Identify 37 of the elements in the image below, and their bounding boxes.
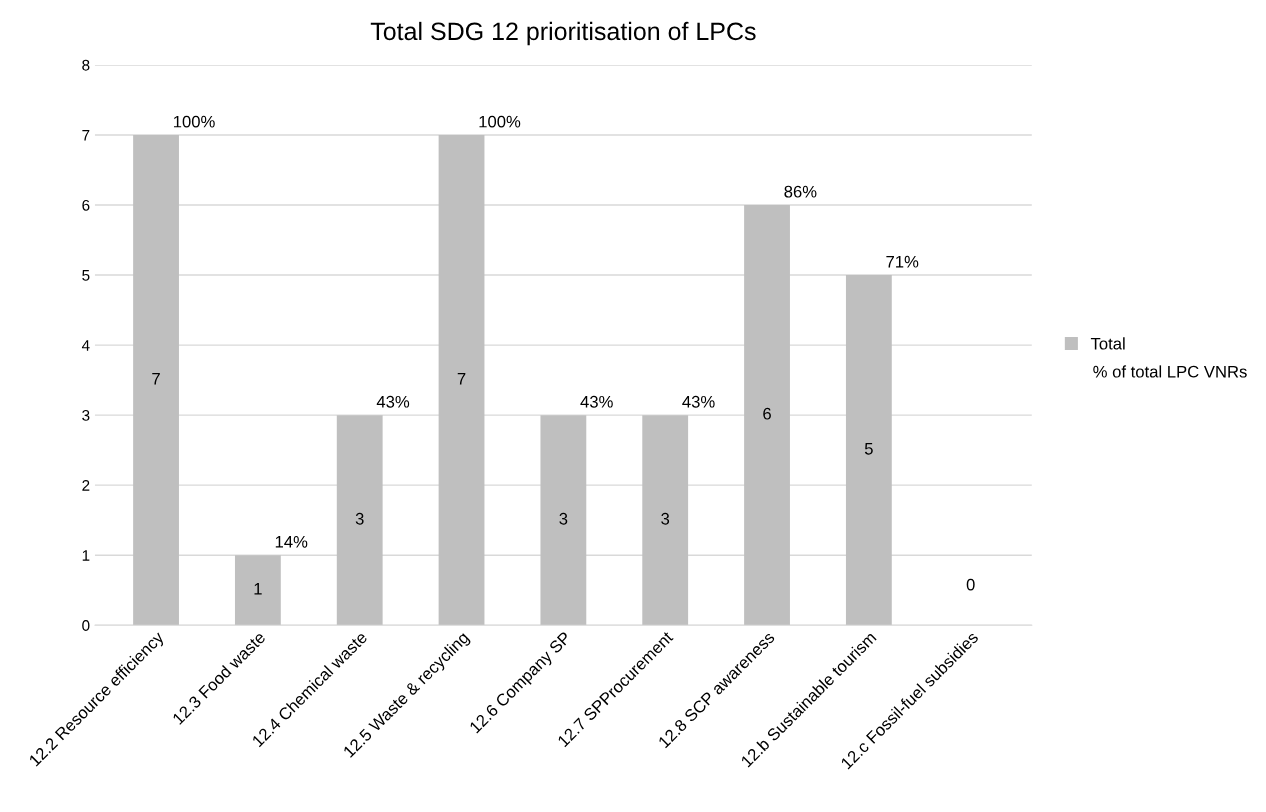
data-label: 7 xyxy=(152,372,160,385)
annotation: 100% xyxy=(173,115,215,128)
bar xyxy=(133,134,179,626)
y-tick-label: 0 xyxy=(82,620,90,631)
data-label: 5 xyxy=(864,443,873,455)
y-tick-label: 8 xyxy=(82,59,90,71)
data-label: 3 xyxy=(661,512,670,525)
annotation: 71% xyxy=(886,255,919,268)
data-label: 0 xyxy=(966,578,975,591)
bar xyxy=(845,275,892,626)
y-tick-label: 2 xyxy=(82,480,90,491)
y-tick-label: 6 xyxy=(82,199,90,211)
data-label: 6 xyxy=(763,407,771,420)
annotation: 86% xyxy=(784,185,817,198)
annotation: 43% xyxy=(580,395,613,408)
annotation: 14% xyxy=(275,536,308,548)
bar xyxy=(642,415,689,626)
data-label: 7 xyxy=(457,372,466,385)
data-label: 1 xyxy=(254,583,262,595)
annotation: 100% xyxy=(479,115,521,128)
bar xyxy=(438,134,485,626)
bar xyxy=(744,205,790,626)
chart-title: Total SDG 12 prioritisation of LPCs xyxy=(370,21,756,46)
text: % of total LPC VNRs xyxy=(1093,365,1247,378)
y-tick-label: 5 xyxy=(82,270,90,281)
annotation: 43% xyxy=(682,395,715,408)
data-label: 3 xyxy=(559,512,568,525)
bar xyxy=(336,415,383,626)
bar xyxy=(234,555,281,626)
data-label: 3 xyxy=(355,512,364,525)
y-tick-label: 4 xyxy=(81,340,90,351)
y-tick-label: 7 xyxy=(82,130,90,141)
y-tick-label: 1 xyxy=(82,550,90,561)
bar xyxy=(540,415,587,626)
annotation: 43% xyxy=(376,395,410,408)
y-tick-label: 3 xyxy=(82,410,90,421)
legend-label: Total xyxy=(1090,337,1125,350)
